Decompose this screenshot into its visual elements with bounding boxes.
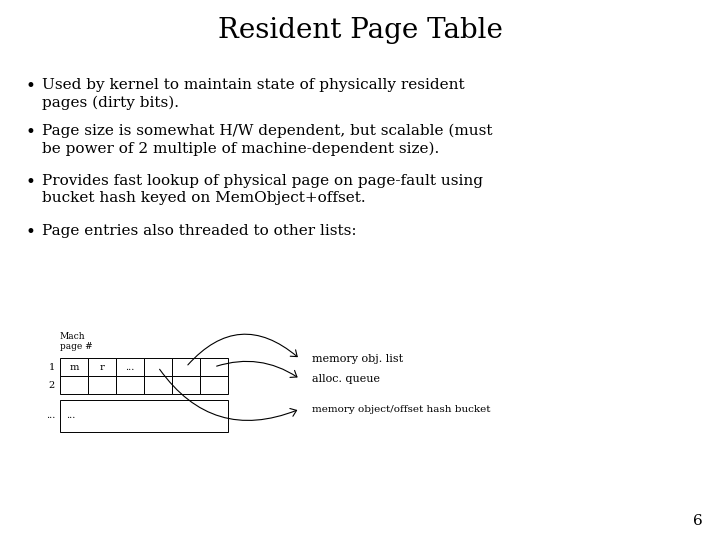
Text: 1: 1 xyxy=(49,362,55,372)
Text: •: • xyxy=(25,124,35,141)
Text: ...: ... xyxy=(125,362,135,372)
Bar xyxy=(60,376,88,394)
Bar xyxy=(88,358,116,376)
FancyArrowPatch shape xyxy=(217,361,297,377)
Bar xyxy=(88,376,116,394)
Text: memory obj. list: memory obj. list xyxy=(312,354,403,364)
Text: ...: ... xyxy=(66,411,76,421)
Text: Page entries also threaded to other lists:: Page entries also threaded to other list… xyxy=(42,224,356,238)
Bar xyxy=(172,376,200,394)
Text: 6: 6 xyxy=(693,514,703,528)
Bar xyxy=(116,376,144,394)
Text: m: m xyxy=(69,362,78,372)
Text: r: r xyxy=(99,362,104,372)
Bar xyxy=(60,358,88,376)
FancyArrowPatch shape xyxy=(160,369,297,421)
Text: •: • xyxy=(25,78,35,95)
Text: •: • xyxy=(25,174,35,191)
Bar xyxy=(60,400,228,432)
Bar xyxy=(172,358,200,376)
Text: Resident Page Table: Resident Page Table xyxy=(217,17,503,44)
Bar xyxy=(200,358,228,376)
Text: •: • xyxy=(25,224,35,241)
Text: ...: ... xyxy=(45,411,55,421)
Text: Page size is somewhat H/W dependent, but scalable (must
be power of 2 multiple o: Page size is somewhat H/W dependent, but… xyxy=(42,124,492,156)
Text: alloc. queue: alloc. queue xyxy=(312,374,380,384)
Bar xyxy=(116,358,144,376)
Bar xyxy=(200,376,228,394)
FancyArrowPatch shape xyxy=(188,334,297,365)
Text: 2: 2 xyxy=(49,381,55,389)
Text: Used by kernel to maintain state of physically resident
pages (dirty bits).: Used by kernel to maintain state of phys… xyxy=(42,78,464,110)
Text: Provides fast lookup of physical page on page-fault using
bucket hash keyed on M: Provides fast lookup of physical page on… xyxy=(42,174,483,205)
Bar xyxy=(144,358,172,376)
Text: Mach
page #: Mach page # xyxy=(60,332,93,352)
Bar xyxy=(144,376,172,394)
Text: memory object/offset hash bucket: memory object/offset hash bucket xyxy=(312,404,490,414)
